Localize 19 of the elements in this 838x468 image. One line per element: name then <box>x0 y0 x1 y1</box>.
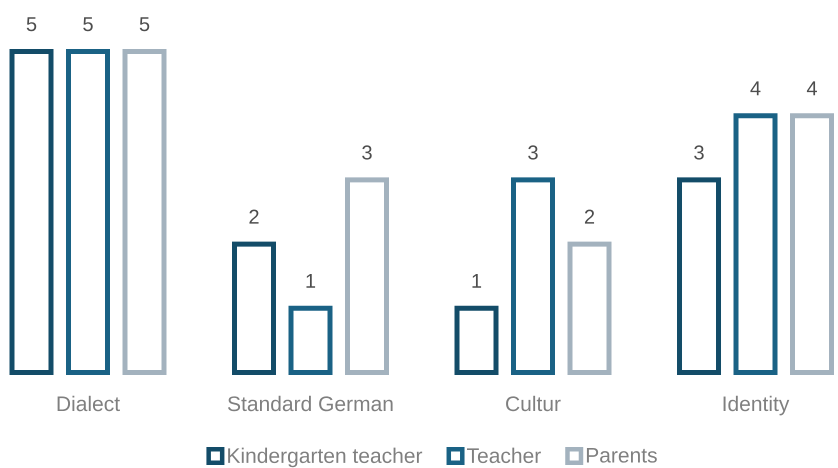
data-label: 2 <box>584 210 594 224</box>
x-tick-label: Dialect <box>58 396 120 412</box>
data-label: 5 <box>83 17 93 32</box>
data-label: 5 <box>26 17 36 32</box>
data-label: 5 <box>140 17 150 32</box>
data-label: 3 <box>362 145 372 160</box>
legend-label: Kindergarten teacher <box>228 448 422 468</box>
x-tick-label: Standard German <box>228 396 393 412</box>
data-label: 4 <box>806 81 817 96</box>
data-label: 4 <box>750 81 760 96</box>
legend-label: Parents <box>586 448 657 463</box>
x-tick-label: Identity <box>724 396 790 416</box>
data-label: 1 <box>472 274 482 288</box>
data-label: 1 <box>306 274 316 288</box>
x-tick-label: Cultur <box>506 396 561 412</box>
data-label: 3 <box>694 145 704 160</box>
data-label: 2 <box>249 210 259 224</box>
legend-label: Teacher <box>466 448 541 464</box>
data-label: 3 <box>528 145 538 160</box>
